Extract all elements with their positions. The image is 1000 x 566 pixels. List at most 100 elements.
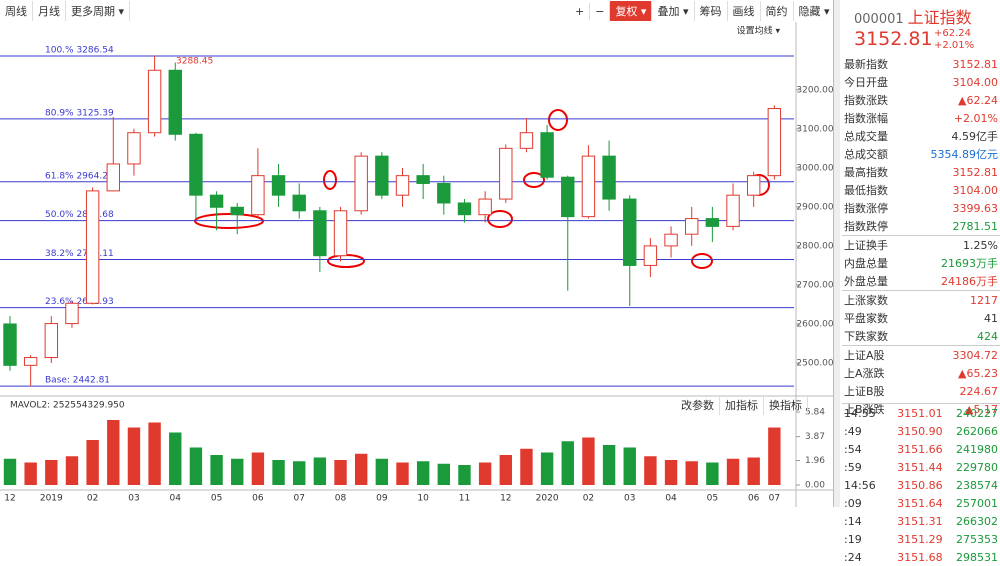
candle-body: [664, 233, 678, 247]
tick-time: :54: [844, 442, 862, 456]
pct: +2.01%: [934, 40, 975, 51]
x-tick-label: 02: [87, 494, 98, 504]
volume-bar: [107, 420, 120, 485]
volume-bar: [437, 463, 451, 485]
candle-body: [23, 357, 38, 366]
stat-row: 上证A股 3304.72: [842, 345, 1000, 364]
toolbar-button[interactable]: 复权 ▾: [610, 1, 653, 21]
x-tick-label: 07: [769, 494, 780, 504]
stat-value: 3152.81: [952, 57, 999, 71]
candle-body: [499, 147, 513, 200]
y-tick-label: 2600.00: [796, 319, 833, 329]
toolbar-button[interactable]: 改参数: [676, 395, 720, 415]
candle-body: [230, 206, 244, 216]
toolbar-button[interactable]: +: [570, 2, 591, 20]
x-tick-label: 05: [707, 494, 718, 504]
volume-bar: [623, 447, 636, 485]
price: 3152.81: [854, 28, 933, 50]
toolbar-left: 周线 月线 更多周期 ▾: [0, 0, 131, 22]
tick-time: :19: [844, 532, 862, 546]
stat-row: 上证换手 1.25%: [842, 235, 1000, 254]
circle: [523, 172, 545, 188]
x-tick-label: 12: [500, 494, 511, 504]
toolbar-button[interactable]: −: [590, 2, 611, 20]
tick-price: 3151.64: [897, 496, 943, 510]
y-tick-label: 3100.00: [796, 124, 833, 134]
code: 000001: [854, 12, 904, 27]
tick-row: :24 3151.68 298531: [842, 548, 1000, 566]
stat-value: 224.67: [959, 384, 999, 398]
stat-label: 上证换手: [842, 235, 906, 254]
stat-value: 4.59亿手: [951, 130, 999, 143]
toolbar-button[interactable]: 画线: [728, 1, 761, 21]
y-tick-label: 3.87: [805, 432, 825, 442]
toolbar-button[interactable]: 换指标: [764, 395, 808, 415]
circle: [323, 170, 337, 190]
volume-bar: [354, 453, 368, 485]
y-tick-label: 2500.00: [796, 358, 833, 368]
candle-body: [85, 190, 100, 304]
stat-row: 最新指数 3152.81: [842, 55, 1000, 73]
stat-label: 平盘家数: [844, 312, 888, 325]
stat-label: 上证B股: [844, 385, 885, 398]
stat-row: 外盘总量 24186万手: [842, 272, 1000, 291]
y-tick-label: 3200.00: [796, 85, 833, 95]
toolbar-button[interactable]: 简约: [761, 1, 794, 21]
x-tick-label: 12: [4, 494, 15, 504]
tick-row: 14:56 3150.86 238574: [842, 476, 1000, 494]
setting-label[interactable]: 设置均线 ▾: [737, 25, 781, 37]
candle-body: [106, 163, 120, 192]
x-tick-label: 2020: [536, 494, 559, 504]
tick-volume: 240227: [944, 403, 1000, 422]
tick-volume: 266302: [956, 514, 998, 528]
level-label: Base: 2442.81: [45, 376, 110, 386]
volume-bar: [396, 462, 409, 485]
volume-buttons: 改参数 加指标 换指标: [676, 395, 808, 415]
stat-label: 下跌家数: [844, 330, 888, 343]
tick-price: 3151.68: [897, 550, 943, 564]
x-tick-label: 02: [583, 494, 594, 504]
volume-bar: [644, 456, 657, 485]
candle-body: [333, 210, 348, 257]
tick-row: :19 3151.29 275353: [842, 530, 1000, 548]
toolbar-button[interactable]: 筹码: [695, 1, 728, 21]
toolbar-button[interactable]: 更多周期 ▾: [66, 1, 131, 21]
candle-body: [127, 132, 141, 165]
x-tick-label: 04: [170, 494, 182, 504]
candle-body: [457, 202, 472, 216]
stat-value: 3152.81: [952, 165, 999, 179]
panel-handle[interactable]: [833, 0, 840, 507]
tick-volume: 241980: [956, 442, 998, 456]
tick-volume: 257001: [956, 496, 998, 510]
x-tick-label: 05: [211, 494, 222, 504]
y-tick-label: 5.84: [805, 408, 825, 418]
candle-body: [354, 155, 368, 212]
level-label: 38.2% 2765.11: [45, 249, 114, 259]
stat-label: 最低指数: [844, 184, 888, 197]
stat-label: 最高指数: [844, 166, 888, 179]
stat-value: +2.01%: [953, 111, 998, 125]
stat-label: 总成交量: [844, 130, 888, 143]
stat-value: 24186万手: [941, 275, 998, 288]
volume-bar: [602, 445, 616, 485]
volume-bar: [251, 452, 265, 485]
tick-volume: 298531: [956, 550, 998, 564]
toolbar-button[interactable]: 叠加 ▾: [652, 1, 695, 21]
candle-body: [271, 175, 286, 196]
header: 000001 上证指数: [854, 4, 972, 28]
y-tick-label: 0.00: [805, 481, 825, 491]
stat-row: 总成交量 4.59亿手: [842, 127, 1000, 145]
candle-body: [623, 198, 637, 266]
stat-value: 424: [977, 329, 998, 343]
tick-price: 3150.86: [897, 478, 943, 492]
toolbar-button[interactable]: 周线: [0, 1, 33, 21]
volume-bar: [747, 457, 760, 485]
tick-time: :49: [844, 424, 862, 438]
stat-label: 总成交额: [844, 148, 888, 161]
stat-row: 最高指数 3152.81: [842, 163, 1000, 181]
toolbar-button[interactable]: 隐藏 ▾: [794, 1, 836, 21]
stat-label: 指数涨跌: [844, 94, 888, 107]
toolbar-button[interactable]: 月线: [33, 1, 66, 21]
toolbar-button[interactable]: 加指标: [720, 395, 764, 415]
candle-body: [44, 323, 59, 359]
